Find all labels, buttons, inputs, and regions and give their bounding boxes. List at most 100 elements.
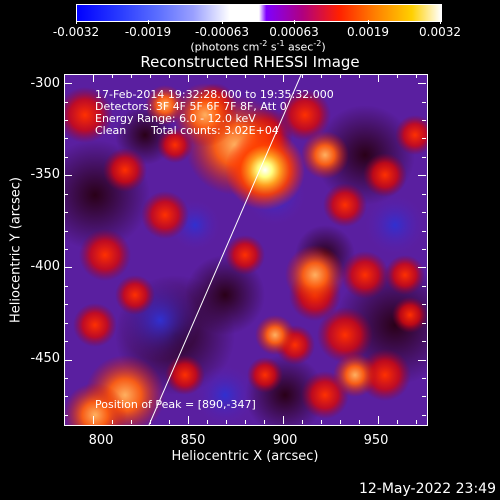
emission-blob — [333, 353, 377, 397]
emission-blob — [73, 303, 117, 347]
axis-tick — [422, 231, 426, 232]
y-axis-label: Heliocentric Y (arcsec) — [8, 177, 24, 323]
axis-tick — [422, 378, 426, 379]
emission-blob — [365, 195, 425, 255]
axis-tick — [188, 74, 189, 82]
emission-blob — [195, 365, 255, 425]
axis-tick — [64, 304, 68, 305]
x-tick-label: 900 — [272, 433, 298, 448]
colorbar-tick-mark — [440, 20, 441, 24]
axis-tick — [207, 74, 208, 78]
emission-blob — [141, 191, 189, 239]
info-energy: Energy Range: 6.0 - 12.0 keV — [95, 112, 256, 125]
axis-tick — [422, 396, 426, 397]
axis-tick — [416, 74, 417, 78]
colorbar-tick-1: -0.0032 — [52, 25, 100, 39]
emission-blob — [103, 148, 147, 192]
axis-tick — [150, 74, 151, 78]
emission-blob — [255, 315, 295, 355]
info-clean: Clean — [95, 124, 127, 137]
axis-tick — [378, 416, 379, 424]
y-tick-label: -400 — [30, 259, 60, 274]
colorbar-tick-mark — [76, 20, 77, 24]
heatmap-svg — [65, 75, 427, 425]
axis-tick — [93, 74, 94, 82]
axis-tick — [64, 157, 68, 158]
axis-tick — [64, 286, 68, 287]
axis-tick — [422, 415, 426, 416]
axis-tick — [226, 420, 227, 424]
limb-line — [148, 75, 302, 425]
emission-blob — [285, 245, 345, 305]
colorbar-tick-5: 0.0019 — [347, 25, 389, 39]
axis-tick — [418, 175, 426, 176]
axis-tick — [264, 420, 265, 424]
emission-blob — [395, 115, 427, 155]
axis-tick — [340, 74, 341, 78]
rhessi-image-map: 17-Feb-2014 19:32:28.000 to 19:35:32.000… — [64, 74, 428, 426]
axis-tick — [397, 420, 398, 424]
axis-tick — [64, 323, 68, 324]
colorbar-tick-4: 0.00063 — [269, 25, 319, 39]
axis-tick — [64, 415, 68, 416]
axis-tick — [64, 102, 68, 103]
colorbar-tick-2: -0.0019 — [124, 25, 172, 39]
axis-tick — [340, 420, 341, 424]
x-axis-label: Heliocentric X (arcsec) — [171, 449, 319, 464]
axis-tick — [422, 212, 426, 213]
axis-tick — [359, 74, 360, 78]
colorbar-tick-mark — [368, 20, 369, 24]
axis-tick — [283, 74, 284, 82]
axis-tick — [422, 286, 426, 287]
footer-timestamp: 12-May-2022 23:49 — [358, 481, 496, 497]
info-counts: Total counts: 3.02E+04 — [151, 124, 279, 137]
axis-tick — [302, 420, 303, 424]
axis-tick — [321, 420, 322, 424]
axis-tick — [169, 74, 170, 78]
y-tick-label: -350 — [30, 167, 60, 182]
axis-tick — [131, 74, 132, 78]
axis-tick — [112, 420, 113, 424]
axis-tick — [422, 102, 426, 103]
axis-tick — [188, 416, 189, 424]
emission-blob — [173, 83, 237, 147]
x-tick-label: 950 — [363, 433, 389, 448]
emission-blob — [301, 131, 349, 179]
axis-tick — [93, 416, 94, 424]
axis-tick — [418, 83, 426, 84]
colorbar-unit-label: (photons cm-2 s-1 asec-2) — [190, 39, 326, 54]
axis-tick — [283, 416, 284, 424]
axis-tick — [64, 212, 68, 213]
axis-tick — [112, 74, 113, 78]
axis-tick — [422, 304, 426, 305]
axis-tick — [131, 420, 132, 424]
colorbar-tick-mark — [294, 20, 295, 24]
emission-blob — [79, 229, 131, 281]
axis-tick — [397, 74, 398, 78]
axis-tick — [422, 120, 426, 121]
axis-tick — [422, 157, 426, 158]
colorbar-tick-6: 0.0032 — [419, 25, 461, 39]
axis-tick — [418, 267, 426, 268]
axis-tick — [418, 360, 426, 361]
axis-tick — [416, 420, 417, 424]
axis-tick — [64, 175, 72, 176]
axis-tick — [64, 231, 68, 232]
axis-tick — [64, 360, 72, 361]
emission-blob — [247, 357, 283, 393]
axis-tick — [64, 341, 68, 342]
emission-blob — [341, 251, 389, 299]
info-peak: Position of Peak = [890,-347] — [95, 398, 256, 411]
emission-blob — [115, 275, 155, 315]
emission-blob — [65, 87, 113, 143]
axis-tick — [422, 249, 426, 250]
colorbar-tick-mark — [148, 20, 149, 24]
colorbar-tick-3: -0.00063 — [195, 25, 249, 39]
axis-tick — [422, 341, 426, 342]
emission-blob — [145, 85, 185, 125]
info-detectors: Detectors: 3F 4F 5F 6F 7F 8F, Att 0 — [95, 100, 287, 113]
axis-tick — [169, 420, 170, 424]
axis-tick — [64, 396, 68, 397]
axis-tick — [422, 323, 426, 324]
axis-tick — [302, 74, 303, 78]
